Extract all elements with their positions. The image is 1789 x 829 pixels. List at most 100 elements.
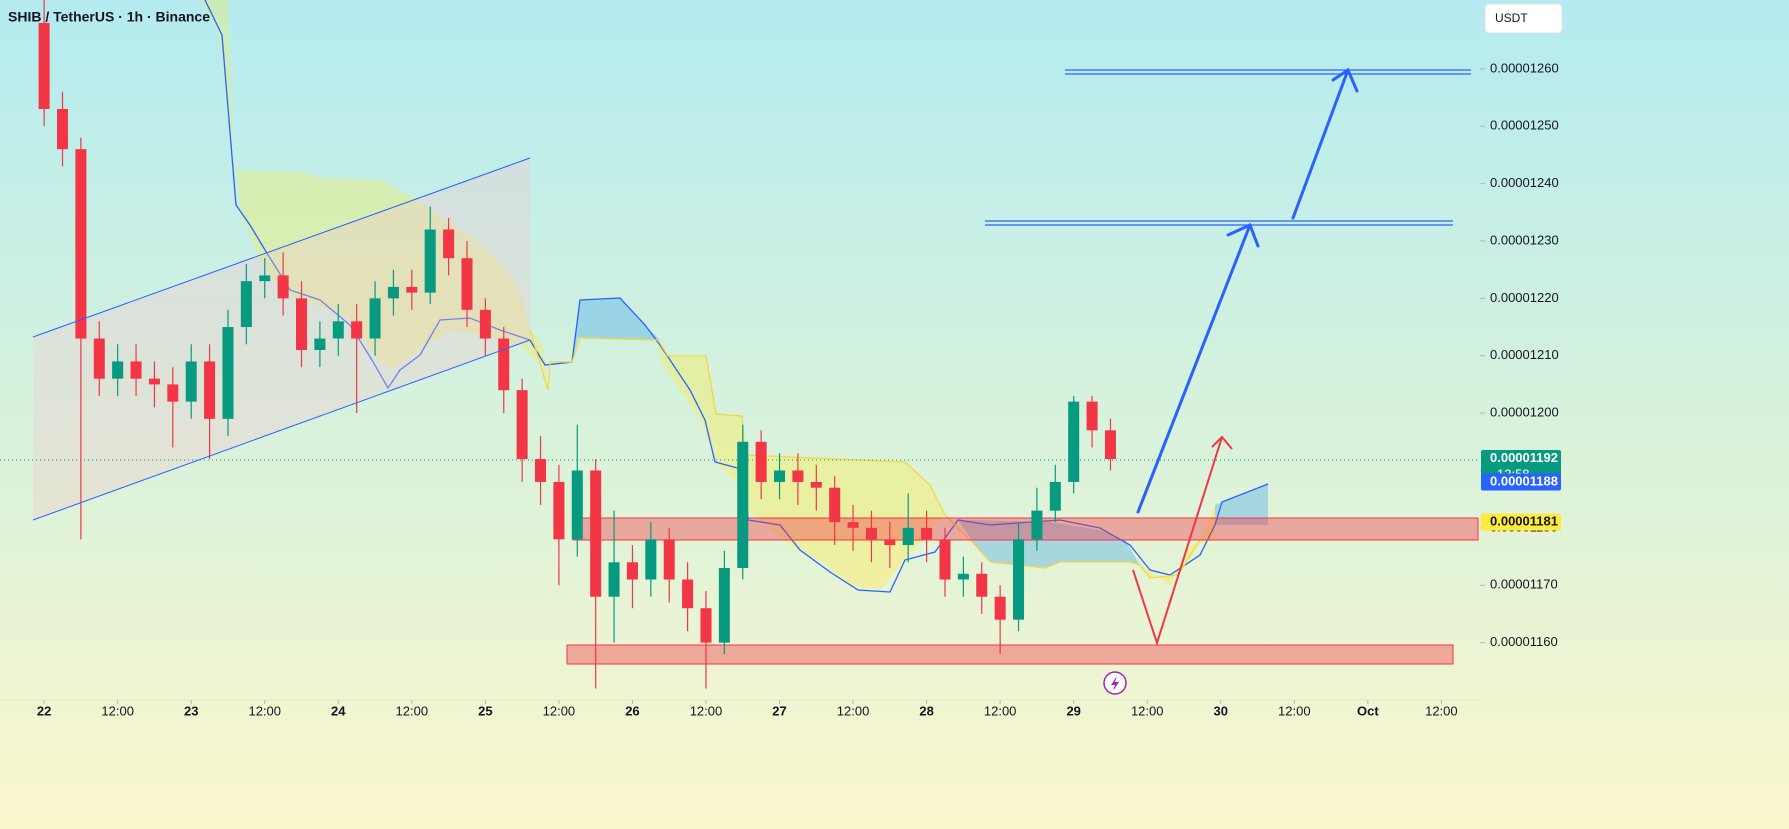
y-tick-label: 0.00001260 [1490, 60, 1559, 75]
candle-body [56, 109, 69, 150]
x-tick-label: 26 [625, 703, 639, 718]
candle-body [608, 562, 620, 597]
candle-body [865, 527, 877, 540]
candle-body [774, 470, 786, 482]
candle-body [571, 470, 583, 540]
candle-body [75, 149, 87, 339]
candle-body [663, 539, 675, 580]
y-tick-label: 0.00001250 [1490, 118, 1559, 133]
candle-body [424, 229, 436, 293]
channel-line [32, 157, 531, 338]
cloud [1215, 484, 1268, 525]
candle-body [240, 281, 252, 328]
candle-body [682, 579, 694, 609]
x-tick-label: 24 [331, 703, 346, 718]
x-tick-label: 12:00 [248, 703, 281, 718]
demand-zone [566, 644, 1454, 665]
indicator-line [204, 0, 1269, 593]
chart-title: SHIB / TetherUS · 1h · Binance [8, 9, 210, 25]
x-tick-label: 12:00 [543, 703, 576, 718]
candle-body [645, 539, 657, 580]
candle-body [461, 258, 473, 310]
x-tick-label: 12:00 [1278, 703, 1311, 718]
price-label-box [1481, 473, 1561, 491]
cloud [658, 340, 945, 590]
candle-body [976, 573, 988, 597]
x-tick-label: 28 [919, 703, 933, 718]
price-label: 0.00001188 [1490, 473, 1558, 488]
currency: USDT [1495, 11, 1528, 25]
candle-body [847, 522, 859, 528]
price-label: 0.00001181 [1490, 514, 1558, 529]
candle-body [1049, 481, 1061, 511]
candle-body [38, 22, 50, 110]
projection-arrows [1136, 67, 1359, 514]
candle-body [921, 527, 933, 540]
candle-body [718, 568, 730, 643]
x-tick-label: 12:00 [1131, 703, 1164, 718]
candle-body [479, 309, 491, 339]
candle-body [535, 459, 547, 482]
candle-body [332, 321, 344, 339]
x-tick-label: 30 [1214, 703, 1228, 718]
candle-body [296, 298, 308, 350]
currency-button[interactable] [1484, 3, 1563, 34]
candle-body [222, 327, 234, 419]
candle-body [810, 481, 822, 488]
cloud [572, 298, 660, 362]
candle-body [112, 361, 124, 379]
candle-body [498, 338, 510, 391]
cloud [1140, 505, 1215, 585]
x-tick-label: 23 [184, 703, 198, 718]
x-tick-label: 12:00 [1425, 703, 1458, 718]
y-tick-label: 0.00001230 [1490, 232, 1559, 247]
channel-line [32, 339, 531, 521]
candle-body [1031, 510, 1043, 540]
candle-body [939, 539, 951, 580]
event-icon [1111, 676, 1119, 691]
candle-body [884, 539, 896, 546]
x-tick-label: 29 [1066, 703, 1080, 718]
target-lines [985, 69, 1471, 226]
candle-body [277, 275, 289, 299]
candle-body [957, 573, 969, 580]
candle-body [1068, 401, 1080, 482]
candle-body [204, 361, 216, 419]
candle-body [1086, 401, 1098, 431]
candle-body [994, 596, 1006, 620]
candle-body [443, 229, 455, 259]
x-tick-label: 25 [478, 703, 492, 718]
candle-body [130, 361, 142, 379]
candle-body [369, 298, 381, 339]
supply-zone [572, 517, 1479, 541]
y-tick-label: 0.00001170 [1490, 577, 1558, 592]
candle-body [148, 378, 160, 385]
indicator-line [529, 329, 1215, 579]
channel [33, 158, 530, 520]
candle-body [902, 527, 914, 546]
candle-body [590, 470, 602, 597]
candle-body [516, 390, 528, 460]
y-tick-label: 0.00001160 [1490, 634, 1558, 649]
candle-body [259, 275, 271, 282]
x-tick-label: 27 [772, 703, 786, 718]
candle-body [1013, 539, 1025, 620]
y-tick-label: 0.00001240 [1490, 175, 1559, 190]
x-tick-label: 22 [37, 703, 51, 718]
x-tick-label: 12:00 [101, 703, 134, 718]
candle-body [1104, 430, 1116, 460]
x-tick-label: 12:00 [984, 703, 1017, 718]
y-tick-label: 0.00001220 [1490, 290, 1559, 305]
candle-body [553, 481, 565, 540]
candle-body [792, 470, 804, 482]
candle-body [700, 608, 712, 643]
candle-body [351, 321, 363, 339]
candle-body [314, 338, 326, 350]
candle-body [755, 441, 767, 482]
x-tick-label: 12:00 [690, 703, 723, 718]
candle-body [387, 286, 399, 299]
y-tick-label: 0.00001210 [1490, 347, 1559, 362]
cloud [958, 520, 1140, 568]
price-label-box [1481, 513, 1561, 531]
